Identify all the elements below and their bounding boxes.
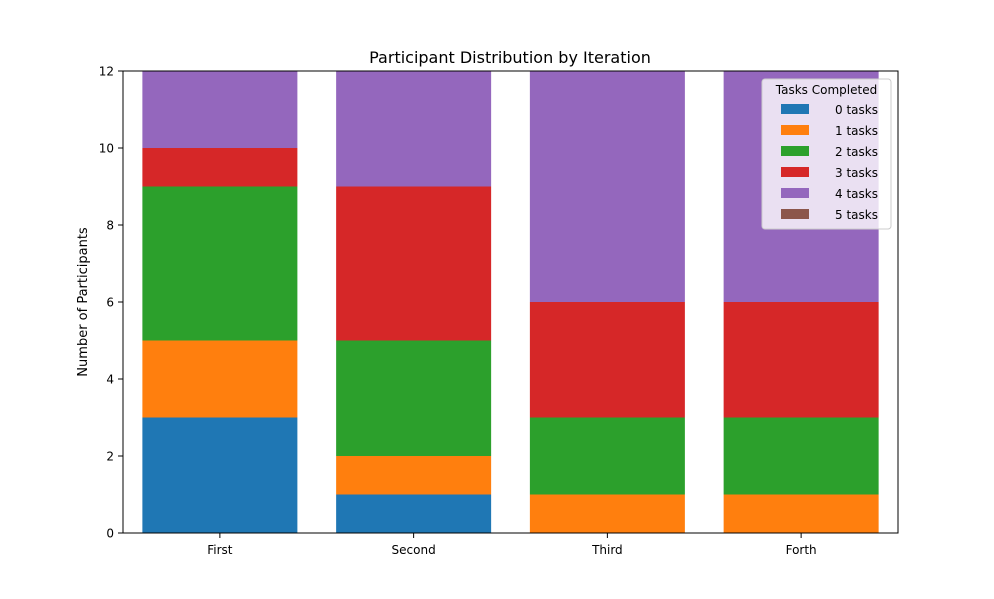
legend-swatch-2-tasks [781, 146, 809, 156]
bar-segment-first-0-tasks [142, 417, 298, 533]
y-tick-label: 6 [106, 296, 114, 310]
legend-title: Tasks Completed [775, 83, 877, 97]
y-tick-label: 4 [106, 373, 114, 387]
axes-layer: 0 2 4 6 8 10 12 First Second Third Forth [99, 65, 899, 557]
bar-segment-third-4-tasks [529, 71, 685, 302]
legend-swatch-1-tasks [781, 125, 809, 135]
bar-segment-third-1-tasks [529, 494, 685, 533]
chart-title: Participant Distribution by Iteration [369, 48, 651, 67]
y-tick-label: 12 [99, 65, 114, 79]
legend-swatch-0-tasks [781, 104, 809, 114]
legend: Tasks Completed 0 tasks 1 tasks 2 tasks 3 ta… [761, 78, 892, 230]
legend-label-2-tasks: 2 tasks [835, 145, 878, 159]
x-tick-label-second: Second [392, 543, 436, 557]
legend-label-0-tasks: 0 tasks [835, 103, 878, 117]
bars-layer [142, 71, 879, 533]
bar-segment-first-4-tasks [142, 71, 298, 148]
legend-label-3-tasks: 3 tasks [835, 166, 878, 180]
legend-swatch-3-tasks [781, 167, 809, 177]
bar-segment-forth-1-tasks [723, 494, 879, 533]
y-tick-label: 2 [106, 450, 114, 464]
legend-label-4-tasks: 4 tasks [835, 187, 878, 201]
bar-segment-second-1-tasks [336, 456, 492, 495]
bar-segment-forth-2-tasks [723, 417, 879, 495]
legend-swatch-5-tasks [781, 209, 809, 219]
bar-segment-first-1-tasks [142, 340, 298, 418]
legend-swatch-4-tasks [781, 188, 809, 198]
y-axis-label: Number of Participants [76, 227, 91, 377]
legend-label-5-tasks: 5 tasks [835, 208, 878, 222]
bar-segment-second-4-tasks [336, 71, 492, 187]
x-tick-label-third: Third [591, 543, 623, 557]
bar-segment-second-2-tasks [336, 340, 492, 456]
x-tick-label-forth: Forth [786, 543, 817, 557]
y-tick-label: 10 [99, 142, 114, 156]
y-tick-label: 8 [106, 219, 114, 233]
y-tick-label: 0 [106, 527, 114, 541]
legend-label-1-tasks: 1 tasks [835, 124, 878, 138]
bar-segment-second-0-tasks [336, 494, 492, 533]
bar-segment-third-3-tasks [529, 302, 685, 418]
bar-segment-second-3-tasks [336, 186, 492, 341]
bar-segment-first-2-tasks [142, 186, 298, 341]
x-tick-label-first: First [207, 543, 233, 557]
bar-segment-third-2-tasks [529, 417, 685, 495]
bar-segment-first-3-tasks [142, 148, 298, 187]
bar-segment-forth-3-tasks [723, 302, 879, 418]
